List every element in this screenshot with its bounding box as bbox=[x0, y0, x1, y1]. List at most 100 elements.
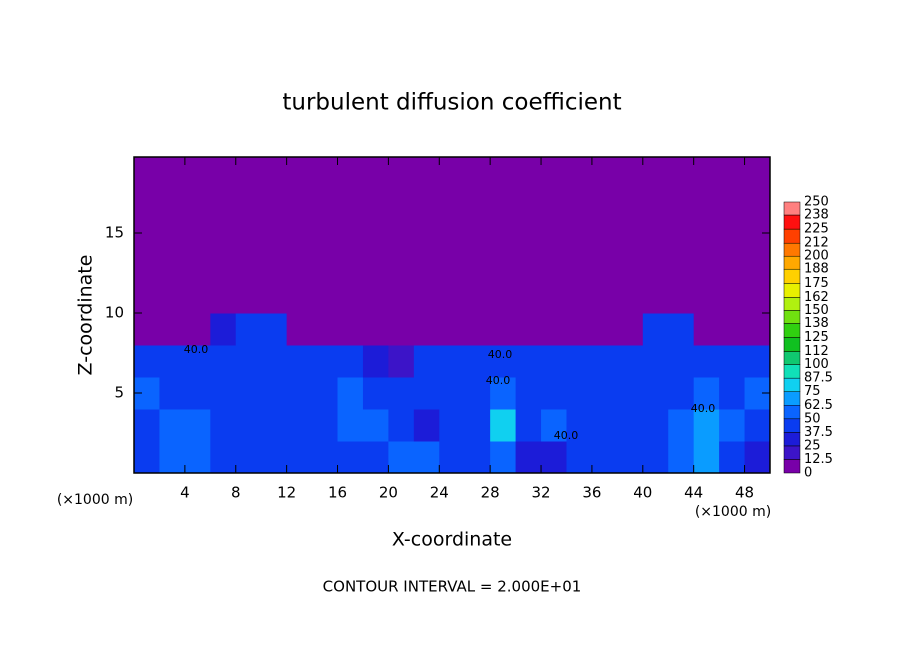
heat-cell bbox=[693, 441, 720, 474]
heat-cell bbox=[693, 409, 720, 442]
x-tick-label: 36 bbox=[582, 484, 601, 502]
colorbar-bin bbox=[783, 255, 801, 270]
heat-cell bbox=[439, 157, 466, 186]
colorbar-label: 12.5 bbox=[804, 452, 833, 467]
colorbar-label: 37.5 bbox=[804, 425, 833, 440]
heat-cell bbox=[184, 345, 211, 378]
heat-cell bbox=[591, 377, 618, 410]
heat-cell bbox=[184, 157, 211, 186]
heat-cell bbox=[464, 185, 491, 218]
colorbar-bin bbox=[783, 377, 801, 392]
heat-cell bbox=[490, 313, 517, 346]
x-unit: (×1000 m) bbox=[57, 492, 133, 508]
colorbar-bin bbox=[783, 364, 801, 379]
heat-cell bbox=[210, 409, 237, 442]
heat-cell bbox=[693, 249, 720, 282]
heat-cell bbox=[261, 157, 288, 186]
colorbar-bin bbox=[783, 242, 801, 257]
colorbar-label: 75 bbox=[804, 384, 821, 399]
heat-cell bbox=[617, 345, 644, 378]
heat-cell bbox=[591, 217, 618, 250]
heat-cell bbox=[617, 441, 644, 474]
heat-cell bbox=[362, 185, 389, 218]
heat-cell bbox=[261, 281, 288, 314]
heat-cell bbox=[388, 281, 415, 314]
heat-cell bbox=[210, 217, 237, 250]
colorbar-label: 212 bbox=[804, 236, 829, 251]
heat-cell bbox=[591, 281, 618, 314]
heat-cell bbox=[515, 441, 542, 474]
heat-cell bbox=[490, 281, 517, 314]
heat-cell bbox=[668, 249, 695, 282]
heat-cell bbox=[286, 249, 313, 282]
heat-cell bbox=[464, 441, 491, 474]
heat-cell bbox=[261, 313, 288, 346]
heat-cell bbox=[693, 185, 720, 218]
heat-cell bbox=[591, 409, 618, 442]
colorbar-label: 250 bbox=[804, 195, 829, 210]
contour-label: 40.0 bbox=[488, 348, 513, 361]
heat-cell bbox=[566, 185, 593, 218]
heat-cell bbox=[235, 313, 262, 346]
heat-cell bbox=[413, 313, 440, 346]
heat-cell bbox=[668, 157, 695, 186]
heat-cell bbox=[261, 217, 288, 250]
heat-cell bbox=[388, 249, 415, 282]
heat-cell bbox=[566, 345, 593, 378]
heat-cell bbox=[312, 249, 339, 282]
heat-cell bbox=[566, 157, 593, 186]
heat-cell bbox=[719, 409, 746, 442]
heat-cell bbox=[566, 249, 593, 282]
heat-cell bbox=[693, 313, 720, 346]
heat-cell bbox=[159, 441, 186, 474]
colorbar-bin bbox=[783, 228, 801, 244]
heat-cell bbox=[668, 313, 695, 346]
heat-cell bbox=[286, 185, 313, 218]
colorbar-label: 25 bbox=[804, 438, 821, 453]
x-tick-label: 16 bbox=[328, 484, 347, 502]
heat-cell bbox=[668, 217, 695, 250]
colorbar-label: 138 bbox=[804, 316, 829, 331]
heat-cell bbox=[617, 281, 644, 314]
heat-cell bbox=[134, 441, 160, 474]
heat-cell bbox=[337, 185, 364, 218]
heat-cell bbox=[261, 249, 288, 282]
heat-cell bbox=[719, 185, 746, 218]
colorbar-bin bbox=[783, 297, 801, 311]
heat-cell bbox=[210, 281, 237, 314]
heat-cell bbox=[668, 281, 695, 314]
heat-cell bbox=[337, 441, 364, 474]
heat-cell bbox=[464, 313, 491, 346]
heat-cell bbox=[464, 217, 491, 250]
heat-cell bbox=[312, 157, 339, 186]
heat-cell bbox=[744, 345, 771, 378]
heat-cell bbox=[744, 157, 771, 186]
heat-cell bbox=[184, 409, 211, 442]
heat-cell bbox=[668, 441, 695, 474]
heat-cell bbox=[668, 377, 695, 410]
heat-cell bbox=[566, 409, 593, 442]
heat-cell bbox=[312, 185, 339, 218]
heat-cell bbox=[591, 441, 618, 474]
heat-cell bbox=[744, 281, 771, 314]
heat-cell bbox=[184, 185, 211, 218]
heat-cell bbox=[744, 441, 771, 474]
heat-cell bbox=[464, 409, 491, 442]
colorbar-bin bbox=[783, 459, 801, 474]
heat-cell bbox=[515, 157, 542, 186]
y-tick-label: 10 bbox=[105, 304, 124, 322]
x-tick-label: 32 bbox=[531, 484, 550, 502]
heat-cell bbox=[337, 157, 364, 186]
x-tick-label: 28 bbox=[481, 484, 500, 502]
heat-cell bbox=[642, 345, 669, 378]
heat-cell bbox=[159, 157, 186, 186]
heat-cell bbox=[719, 281, 746, 314]
heat-cell bbox=[388, 441, 415, 474]
heat-cell bbox=[388, 185, 415, 218]
heat-cell bbox=[464, 345, 491, 378]
heat-cell bbox=[744, 185, 771, 218]
x-tick-label: 20 bbox=[379, 484, 398, 502]
colorbar-bin bbox=[783, 283, 801, 298]
heat-cell bbox=[439, 409, 466, 442]
